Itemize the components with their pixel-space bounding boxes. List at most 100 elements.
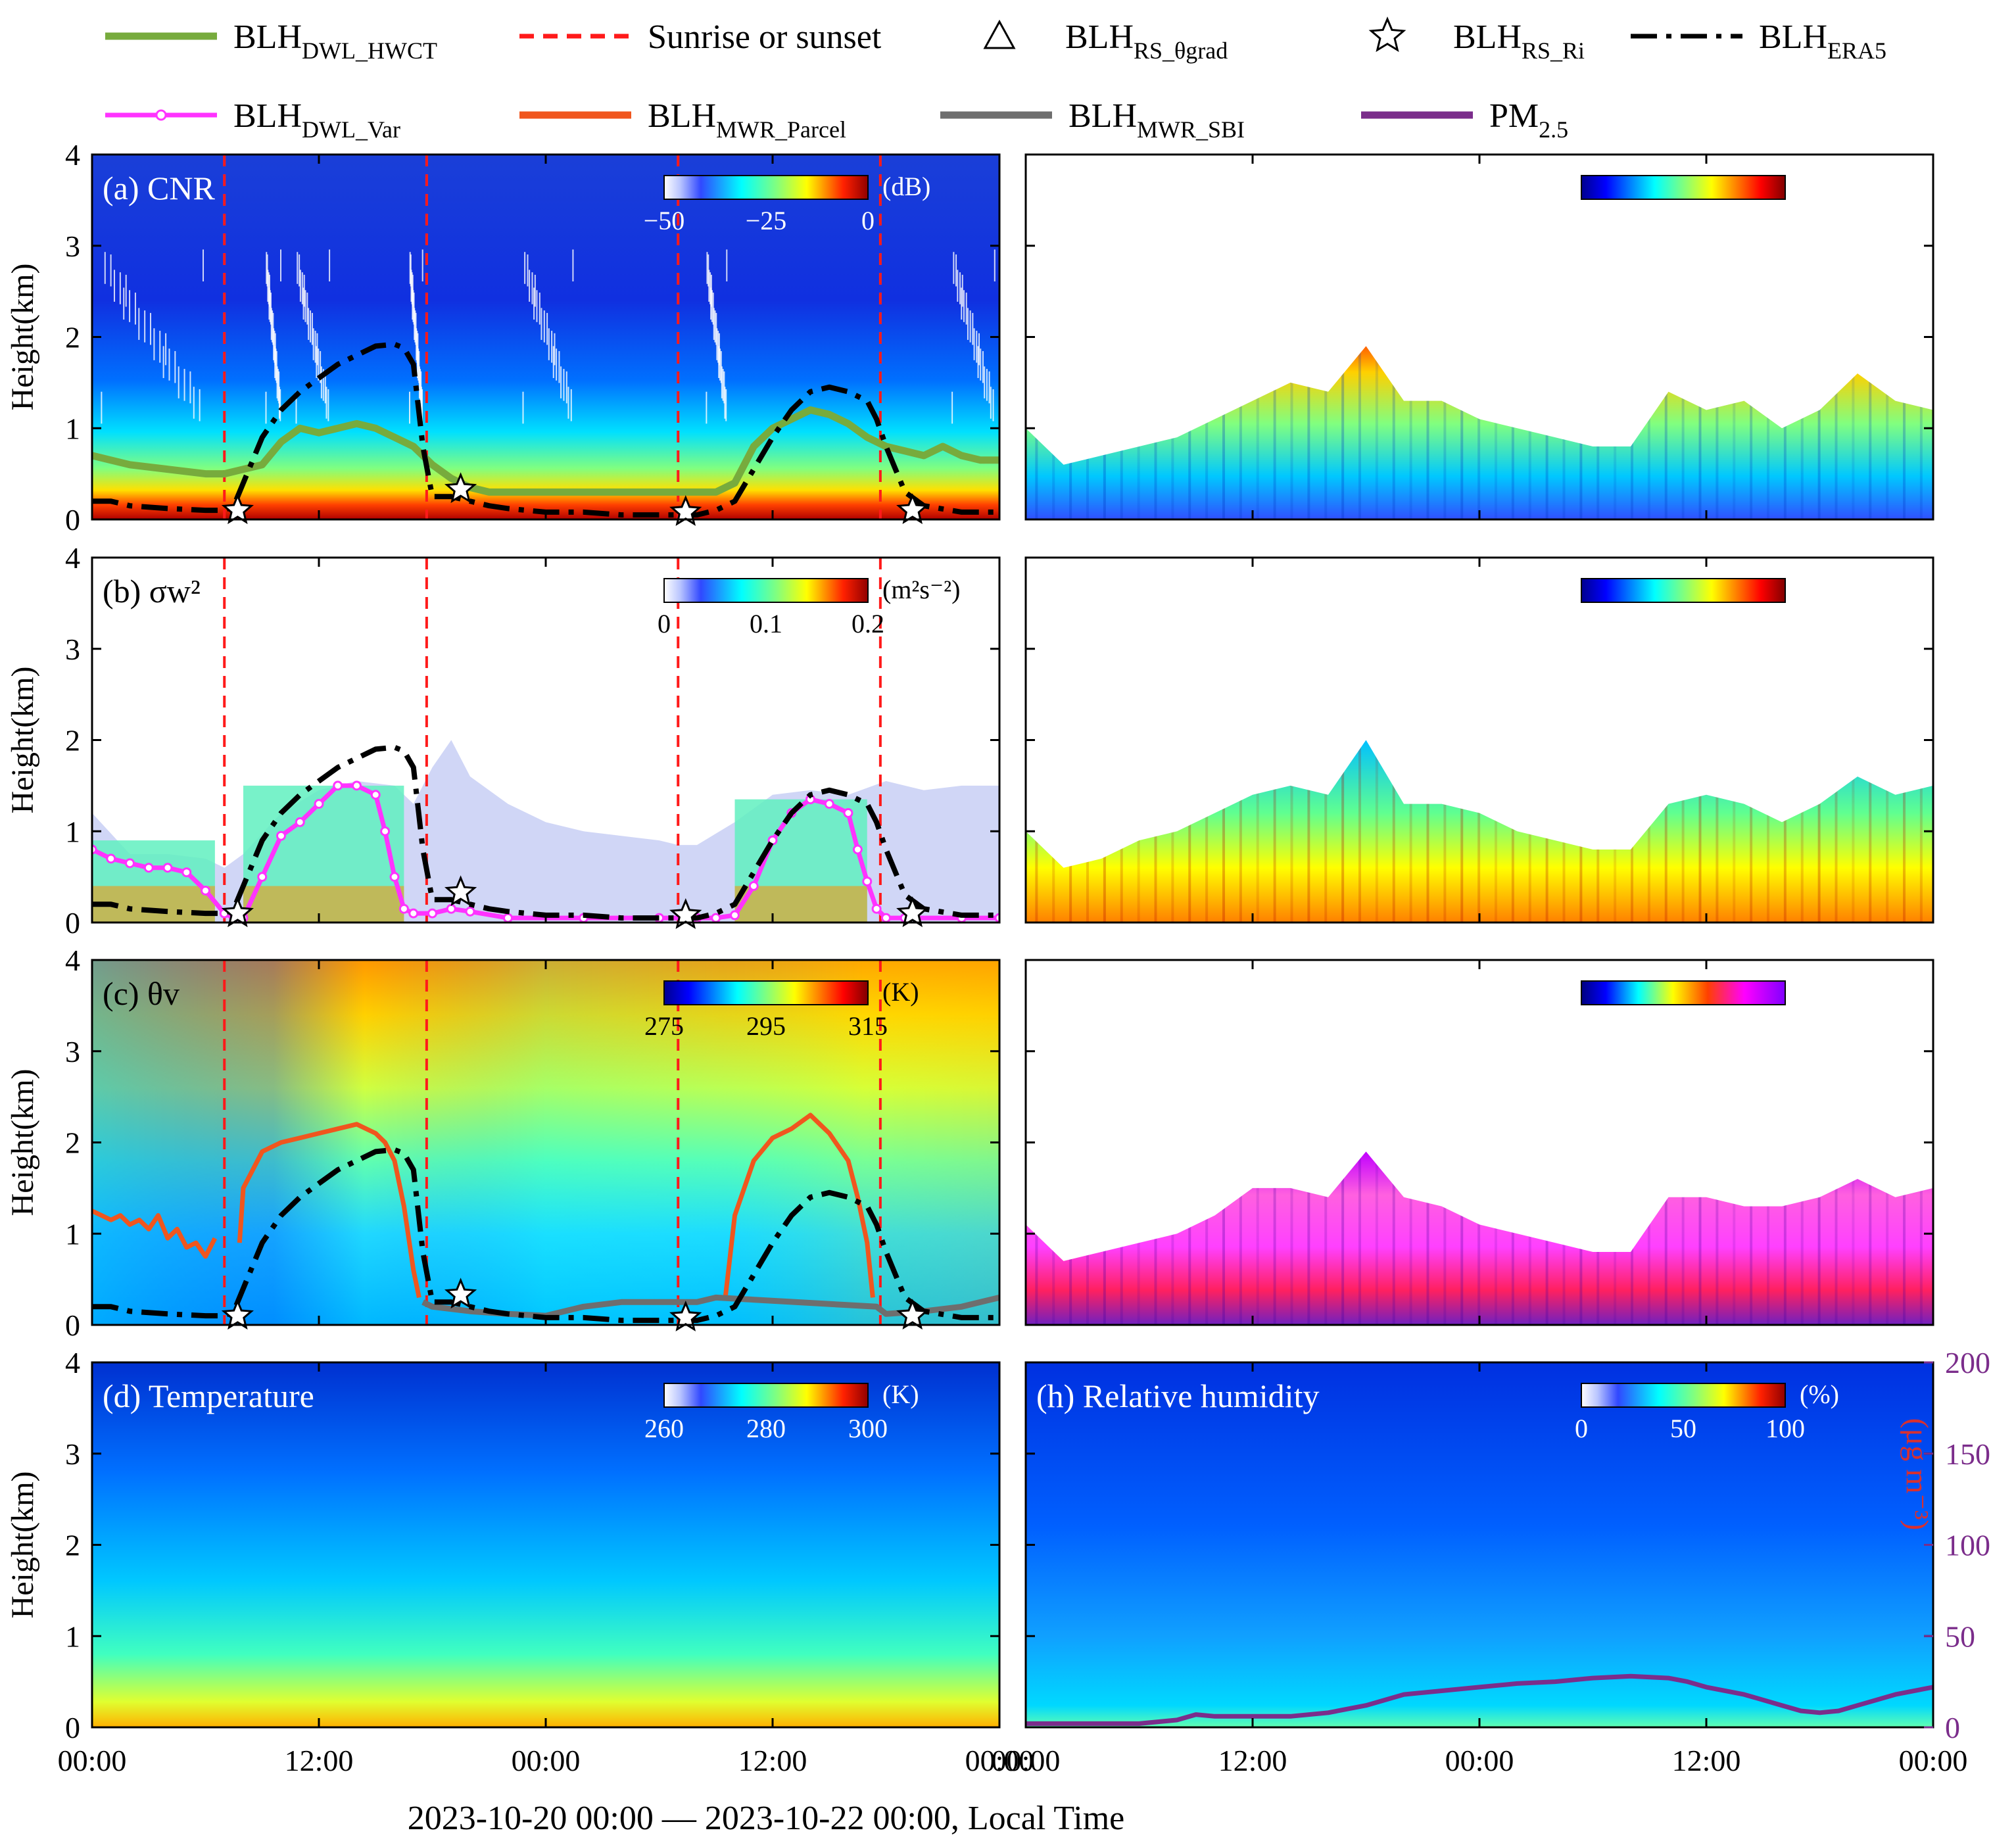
column-streak (1495, 558, 1497, 922)
column-streak (1477, 558, 1481, 922)
column-streak (1086, 155, 1089, 519)
column-streak (1698, 155, 1702, 519)
column-streak (1154, 155, 1157, 519)
column-streak (1222, 155, 1225, 519)
column-streak (1783, 960, 1787, 1325)
colorbar-tick-label: 0.5 (1667, 609, 1700, 638)
colorbar-tick-label: 315 (848, 1011, 888, 1041)
panel-d (91, 1361, 1001, 1729)
column-streak (1835, 155, 1838, 519)
colorbar (1581, 578, 1786, 603)
column-streak (1409, 558, 1412, 922)
column-streak (1137, 155, 1140, 519)
column-streak (1767, 155, 1769, 519)
column-streak (1137, 558, 1140, 922)
y-axis-label: Height(km) (5, 667, 40, 814)
right-tick-label: 100 (1945, 1529, 1990, 1562)
y-tick-label: 1 (65, 1619, 80, 1653)
colorbar-tick-label: 295 (746, 1011, 786, 1041)
dwl-var-marker (162, 863, 173, 873)
column-streak (1460, 960, 1464, 1325)
column-streak (1392, 960, 1395, 1325)
column-streak (1188, 960, 1191, 1325)
colorbar (663, 578, 869, 603)
y-tick-label: 0 (65, 906, 80, 940)
dwl-var-marker (201, 885, 210, 896)
x-tick-label: 00:00 (1899, 1744, 1968, 1777)
y-axis-label: Height(km) (5, 264, 40, 411)
legend-entry: BLHDWL_Var (105, 97, 400, 143)
column-streak (1256, 155, 1259, 519)
column-streak (1307, 155, 1310, 519)
column-streak (1256, 558, 1259, 922)
colorbar-unit: (%) (1800, 1379, 1839, 1409)
column-streak (1596, 558, 1600, 922)
column-streak (1579, 558, 1583, 922)
valid-data-region-g (1026, 1151, 1933, 1325)
x-tick-label: 00:00 (58, 1744, 127, 1777)
column-streak (1341, 155, 1345, 519)
column-streak (1392, 155, 1395, 519)
column-streak (1426, 155, 1429, 519)
column-streak (1103, 960, 1106, 1325)
x-tick-label: 12:00 (1218, 1744, 1287, 1777)
rs-ri-star (444, 1278, 477, 1309)
column-streak (1511, 558, 1514, 922)
column-streak (1239, 155, 1242, 519)
dwl-var-marker (871, 903, 882, 914)
column-streak (1392, 558, 1395, 922)
panels (91, 153, 1934, 1729)
column-streak (1443, 960, 1447, 1325)
dwl-var-marker (276, 830, 286, 841)
dwl-var-marker (852, 844, 863, 855)
column-streak (1358, 155, 1361, 519)
y-tick-label: 0 (65, 1711, 80, 1744)
column-streak (1511, 960, 1514, 1325)
panel-title: (d) Temperature (103, 1378, 314, 1414)
column-streak (1903, 960, 1906, 1325)
column-streak (1852, 558, 1855, 922)
legend-star (1368, 16, 1406, 53)
column-streak (1273, 155, 1276, 519)
dwl-var-marker (314, 799, 324, 809)
column-streak (1852, 155, 1855, 519)
dwl-var-marker (446, 903, 456, 914)
column-streak (1545, 558, 1548, 922)
dwl-var-marker (352, 780, 362, 791)
right-tick-label: 150 (1945, 1437, 1990, 1471)
convective-core (243, 886, 404, 922)
colorbar-tick-label: 0.1 (750, 609, 782, 638)
panel-g (1024, 959, 1934, 1326)
column-streak (1409, 155, 1412, 519)
colorbar-tick-label: 0.2 (852, 609, 884, 638)
right-tick-label: 200 (1945, 1346, 1990, 1379)
legend-entry: BLHMWR_SBI (940, 97, 1245, 143)
column-streak (1835, 960, 1838, 1325)
column-streak (1783, 155, 1787, 519)
column-streak (1307, 558, 1310, 922)
column-streak (1631, 960, 1633, 1325)
colorbar-unit: (m²s⁻²) (882, 575, 960, 604)
column-streak (1716, 960, 1719, 1325)
x-tick-label: 00:00 (1445, 1744, 1514, 1777)
column-streak (1171, 155, 1174, 519)
y-tick-label: 3 (65, 229, 80, 263)
colorbar-unit: (K) (882, 1379, 919, 1409)
y-tick-label: 0 (65, 1308, 80, 1342)
column-streak (1443, 155, 1447, 519)
legend-marker (155, 109, 167, 121)
column-streak (1188, 155, 1191, 519)
column-streak (1903, 155, 1906, 519)
colorbar-tick-label: 1.5 (1769, 609, 1802, 638)
column-streak (1783, 558, 1787, 922)
column-streak (1324, 558, 1328, 922)
column-streak (1205, 960, 1209, 1325)
column-streak (1528, 558, 1531, 922)
colorbar-tick-label: 280 (746, 1414, 786, 1443)
column-streak (1919, 960, 1923, 1325)
column-streak (1716, 155, 1719, 519)
column-streak (1647, 960, 1650, 1325)
colorbar-tick-label: 10 (1670, 206, 1696, 235)
column-streak (1273, 558, 1276, 922)
